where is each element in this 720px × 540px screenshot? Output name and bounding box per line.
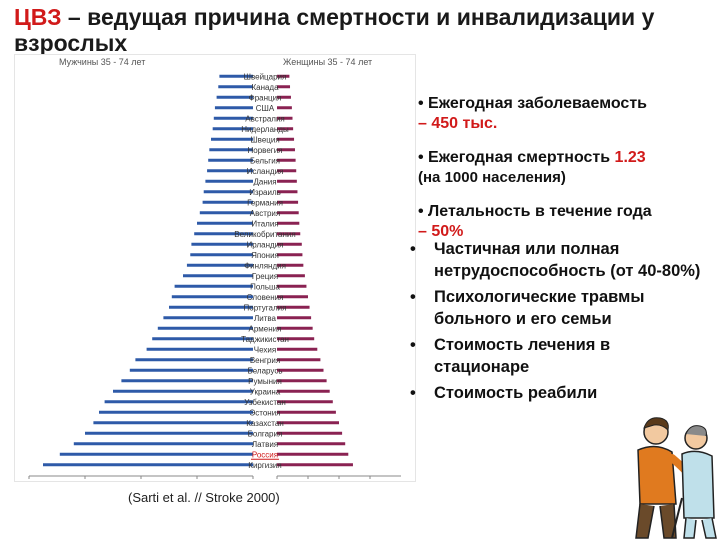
men-series-label: Мужчины 35 - 74 лет [59, 57, 145, 67]
country-label: Исландия [247, 167, 284, 176]
country-label: Эстония [250, 408, 281, 417]
country-label: Ирландия [247, 240, 284, 249]
stat-lethality: • Летальность в течение года – 50% [418, 203, 652, 240]
country-label: Великобритания [234, 230, 295, 239]
country-label: Греция [252, 272, 278, 281]
country-label: Казахстан [246, 419, 284, 428]
stats-panel: • Ежегодная заболеваемость – 450 тыс. • … [418, 94, 718, 256]
stat-lethality-label: Летальность в течение года [428, 203, 652, 220]
country-label: Узбекистан [244, 398, 286, 407]
country-label: Армения [249, 324, 282, 333]
country-label: Швеция [250, 135, 279, 144]
citation: (Sarti et al. // Stroke 2000) [128, 490, 280, 505]
country-label: США [256, 104, 275, 113]
country-label: Израиль [249, 188, 281, 197]
country-label: Словения [247, 293, 284, 302]
country-label: Украина [250, 387, 281, 396]
mortality-chart: Мужчины 35 - 74 лет Женщины 35 - 74 лет Шв… [14, 54, 416, 482]
country-label: Киргизия [248, 461, 281, 470]
country-label: Финляндия [244, 261, 286, 270]
country-label: Бельгия [250, 156, 280, 165]
stat-mortality-value: 1.23 [614, 149, 646, 166]
list-item: Частичная или полная нетрудоспособность … [404, 238, 704, 282]
country-label: Германия [247, 198, 283, 207]
country-label: Беларусь [248, 366, 283, 375]
consequences-list: Частичная или полная нетрудоспособность … [404, 238, 704, 408]
country-label: Таджикистан [241, 335, 289, 344]
list-item: Психологические травмы больного и его се… [404, 286, 704, 330]
country-label: Болгария [248, 429, 283, 438]
list-item: Стоимость реабили [404, 382, 704, 404]
title-prefix: ЦВЗ [14, 4, 62, 30]
country-label: Венгрия [250, 356, 280, 365]
country-label: Австралия [245, 114, 285, 123]
country-label: Япония [251, 251, 279, 260]
country-label: Швейцария [244, 72, 287, 81]
stat-incidence-value: – 450 тыс. [418, 115, 498, 132]
country-label: Италия [251, 219, 278, 228]
title-rest: – ведущая причина смертности и инвалидиз… [14, 4, 655, 56]
stat-incidence-label: Ежегодная заболеваемость [428, 95, 647, 112]
country-label: Румыния [248, 377, 282, 386]
country-label: Литва [254, 314, 277, 323]
caregiver-patient-illustration [626, 408, 720, 540]
country-label: Норвегия [247, 146, 282, 155]
slide-title: ЦВЗ – ведущая причина смертности и инвал… [14, 4, 714, 56]
country-label: Россия [252, 450, 278, 459]
chart-svg: Мужчины 35 - 74 лет Женщины 35 - 74 лет Шв… [28, 57, 401, 479]
stat-lethality-value: – 50% [418, 223, 464, 240]
country-label: Польша [250, 282, 280, 291]
list-item: Стоимость лечения в стационаре [404, 334, 704, 378]
country-label: Дания [253, 177, 276, 186]
country-label: Латвия [252, 440, 278, 449]
stat-mortality-note: (на 1000 населения) [418, 169, 566, 186]
country-label: Франция [249, 93, 282, 102]
country-label: Португалия [244, 303, 287, 312]
stat-mortality: • Ежегодная смертность 1.23 (на 1000 нас… [418, 149, 646, 186]
country-label: Канада [251, 83, 279, 92]
women-series-label: Женщины 35 - 74 лет [283, 57, 372, 67]
country-label: Нидерланды [241, 125, 289, 134]
stat-incidence: • Ежегодная заболеваемость – 450 тыс. [418, 95, 647, 132]
country-label: Австрия [250, 209, 280, 218]
stat-mortality-label: Ежегодная смертность [428, 149, 611, 166]
country-label: Чехия [254, 345, 276, 354]
